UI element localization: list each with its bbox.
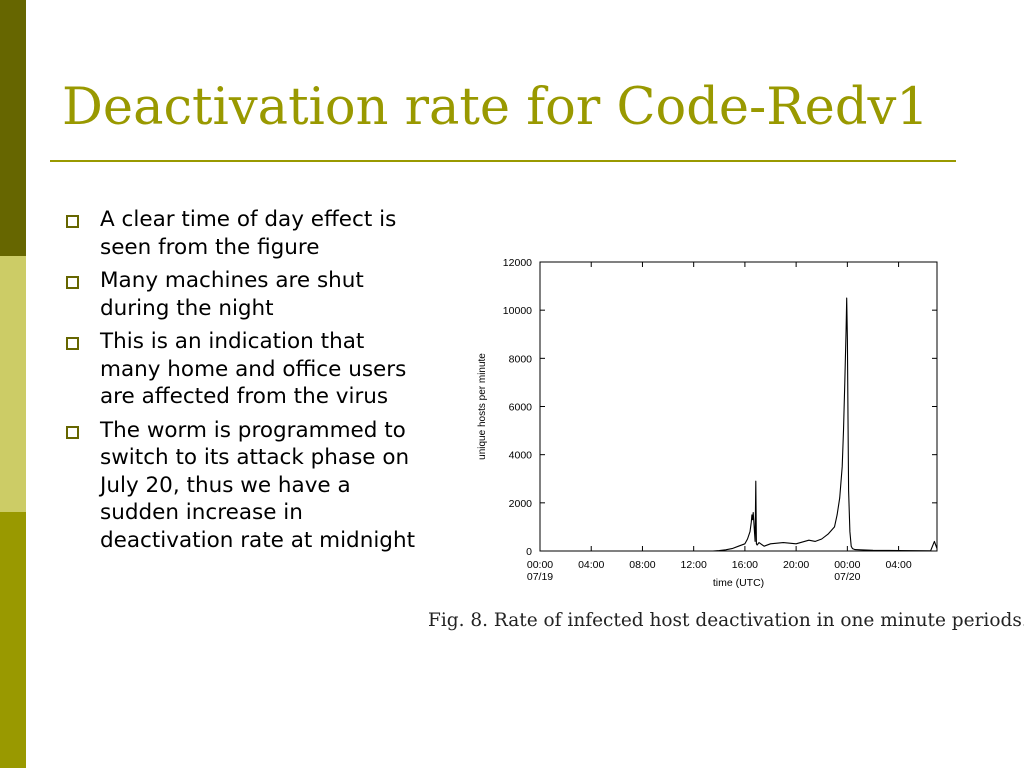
plot-frame — [539, 261, 938, 552]
y-tick-label: 0 — [526, 546, 532, 558]
y-tick-label: 8000 — [509, 353, 533, 365]
bullet-item: Many machines are shut during the night — [62, 267, 442, 322]
bullet-item: A clear time of day effect is seen from … — [62, 206, 442, 261]
x-tick-label: 16:00 — [732, 559, 758, 571]
bullet-text: This is an indication that many home and… — [100, 329, 407, 409]
x-tick-label: 00:00 — [527, 559, 553, 571]
x-tick-sublabel: 07/20 — [834, 571, 860, 583]
y-tick-label: 4000 — [509, 450, 533, 462]
y-tick-label: 10000 — [503, 305, 532, 317]
figure-caption: Fig. 8. Rate of infected host deactivati… — [428, 610, 1024, 631]
strip-segment-bottom — [0, 512, 26, 768]
bullet-item: The worm is programmed to switch to its … — [62, 417, 442, 555]
side-color-strip — [0, 0, 26, 768]
title-divider — [50, 160, 956, 162]
x-tick-label: 08:00 — [629, 559, 655, 571]
bullet-item: This is an indication that many home and… — [62, 328, 442, 411]
x-tick-label: 04:00 — [578, 559, 604, 571]
hollow-square-icon — [66, 215, 79, 228]
y-tick-label: 6000 — [509, 402, 533, 414]
y-tick-label: 2000 — [509, 498, 533, 510]
y-axis-label: unique hosts per minute — [477, 353, 488, 460]
x-axis-label: time (UTC) — [713, 577, 764, 589]
strip-segment-top — [0, 0, 26, 256]
x-tick-label: 12:00 — [681, 559, 707, 571]
x-tick-label: 04:00 — [885, 559, 911, 571]
bullet-list: A clear time of day effect is seen from … — [62, 206, 442, 560]
hollow-square-icon — [66, 337, 79, 350]
hollow-square-icon — [66, 425, 79, 439]
figure: 0 2000 4000 6000 8000 10000 12000 00:00 07/19 04:… — [420, 240, 1024, 660]
x-tick-label: 00:00 — [834, 559, 860, 571]
x-tick-sublabel: 07/19 — [527, 571, 553, 583]
bullet-text: A clear time of day effect is seen from … — [100, 207, 397, 260]
bullet-text: The worm is programmed to switch to its … — [100, 417, 416, 553]
slide-title: Deactivation rate for Code-Redv1 — [62, 78, 929, 137]
series-line — [540, 297, 938, 552]
x-tick-label: 20:00 — [783, 559, 809, 571]
hollow-square-icon — [66, 276, 79, 289]
deactivation-rate-chart: 02000400060008000100001200000:0007/1904:… — [477, 257, 938, 589]
bullet-text: Many machines are shut during the night — [100, 268, 364, 321]
y-tick-label: 12000 — [503, 257, 532, 269]
strip-segment-middle — [0, 256, 26, 512]
